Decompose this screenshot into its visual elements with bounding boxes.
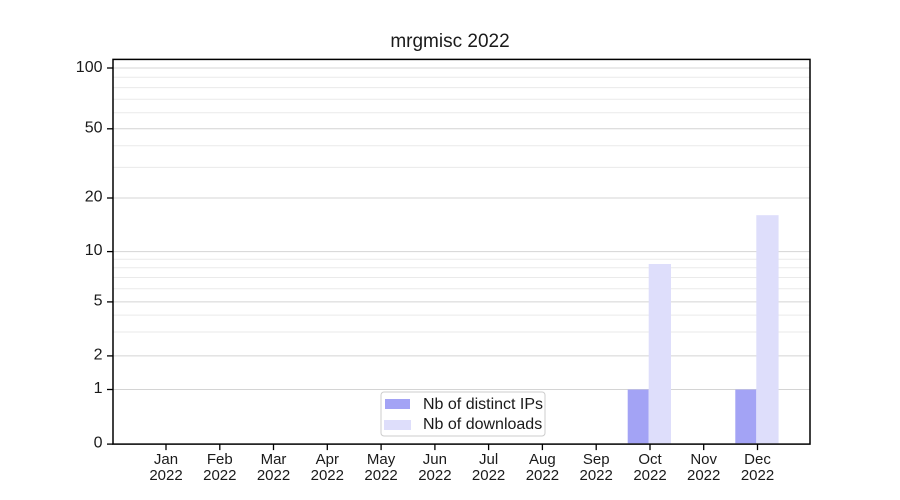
svg-text:50: 50 — [85, 119, 103, 136]
svg-text:10: 10 — [85, 242, 103, 259]
svg-text:Mar: Mar — [261, 451, 287, 468]
svg-text:5: 5 — [94, 292, 103, 309]
svg-text:1: 1 — [94, 380, 103, 397]
svg-text:Nb of distinct IPs: Nb of distinct IPs — [423, 396, 543, 413]
svg-text:2022: 2022 — [472, 467, 505, 484]
svg-text:2022: 2022 — [580, 467, 613, 484]
svg-text:2022: 2022 — [418, 467, 451, 484]
svg-text:2022: 2022 — [687, 467, 720, 484]
svg-text:2022: 2022 — [364, 467, 397, 484]
svg-text:0: 0 — [94, 435, 103, 452]
svg-text:100: 100 — [76, 59, 103, 76]
svg-text:Jan: Jan — [154, 451, 178, 468]
svg-text:2022: 2022 — [526, 467, 559, 484]
svg-text:2022: 2022 — [149, 467, 182, 484]
svg-text:Apr: Apr — [316, 451, 339, 468]
svg-text:Feb: Feb — [207, 451, 233, 468]
svg-text:2022: 2022 — [633, 467, 666, 484]
svg-text:2022: 2022 — [203, 467, 236, 484]
svg-text:2: 2 — [94, 346, 103, 363]
svg-text:Aug: Aug — [529, 451, 556, 468]
svg-text:20: 20 — [85, 189, 103, 206]
svg-text:Jul: Jul — [479, 451, 498, 468]
svg-text:2022: 2022 — [257, 467, 290, 484]
svg-text:Oct: Oct — [638, 451, 662, 468]
svg-text:May: May — [367, 451, 396, 468]
svg-text:Nb of downloads: Nb of downloads — [423, 416, 542, 433]
svg-text:2022: 2022 — [311, 467, 344, 484]
svg-text:Jun: Jun — [423, 451, 447, 468]
svg-text:Sep: Sep — [583, 451, 610, 468]
svg-text:2022: 2022 — [741, 467, 774, 484]
svg-text:Dec: Dec — [744, 451, 771, 468]
svg-text:Nov: Nov — [690, 451, 717, 468]
